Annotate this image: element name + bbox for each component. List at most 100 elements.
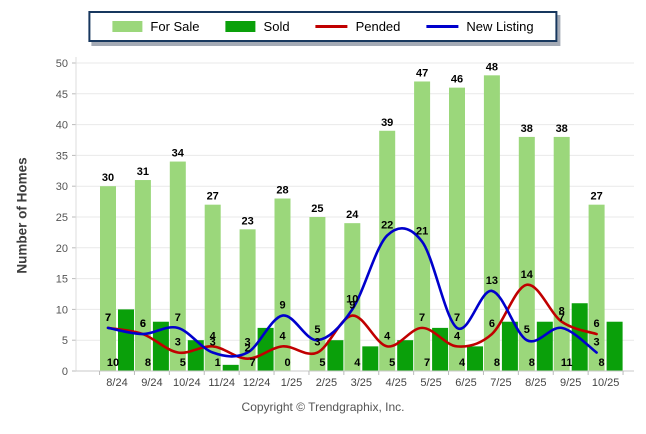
bar-sold bbox=[467, 346, 483, 371]
new-listing-value-label: 7 bbox=[559, 312, 565, 324]
new-listing-value-label: 6 bbox=[140, 318, 146, 330]
y-tick-label: 15 bbox=[56, 274, 68, 286]
x-tick-label: 7/25 bbox=[490, 377, 511, 389]
y-tick-label: 10 bbox=[56, 304, 68, 316]
x-tick-label: 6/25 bbox=[455, 377, 476, 389]
y-axis-title: Number of Homes bbox=[14, 157, 30, 274]
y-tick-label: 35 bbox=[56, 150, 68, 162]
new-listing-value-label: 3 bbox=[210, 337, 216, 349]
sold-value-label: 8 bbox=[529, 357, 535, 369]
pended-value-label: 3 bbox=[175, 337, 181, 349]
pended-line bbox=[106, 283, 598, 360]
sold-value-label: 4 bbox=[459, 357, 466, 369]
y-tick-label: 30 bbox=[56, 181, 68, 193]
bar-for-sale bbox=[414, 81, 431, 371]
bar-sold bbox=[152, 321, 169, 371]
new-listing-value-label: 5 bbox=[314, 324, 320, 336]
bar-for-sale bbox=[449, 87, 465, 371]
y-tick-label: 40 bbox=[56, 120, 68, 132]
x-tick-label: 12/24 bbox=[243, 377, 271, 389]
for-sale-value-label: 48 bbox=[486, 61, 498, 73]
for-sale-value-label: 38 bbox=[556, 123, 568, 135]
sold-value-label: 5 bbox=[180, 357, 186, 369]
legend-label: Pended bbox=[355, 19, 401, 34]
legend-label: For Sale bbox=[150, 19, 200, 34]
new-listing-value-label: 3 bbox=[594, 337, 600, 349]
pended-value-label: 7 bbox=[419, 312, 425, 324]
x-tick-label: 8/24 bbox=[106, 377, 127, 389]
new-listing-value-label: 7 bbox=[454, 312, 460, 324]
x-tick-label: 3/25 bbox=[351, 377, 372, 389]
pended-value-label: 9 bbox=[349, 300, 355, 312]
new-listing-value-label: 10 bbox=[346, 293, 358, 305]
bar-sold bbox=[222, 364, 239, 371]
y-tick-label: 5 bbox=[62, 335, 68, 347]
x-tick-label: 10/24 bbox=[173, 377, 201, 389]
for-sale-value-label: 34 bbox=[172, 148, 185, 160]
sold-value-label: 8 bbox=[145, 357, 151, 369]
sold-value-label: 5 bbox=[319, 357, 325, 369]
bar-sold bbox=[397, 340, 414, 371]
y-tick-label: 20 bbox=[56, 243, 68, 255]
new-listing-value-label: 13 bbox=[486, 275, 498, 287]
bar-for-sale bbox=[588, 204, 605, 371]
for-sale-value-label: 27 bbox=[590, 191, 602, 203]
y-tick-label: 0 bbox=[62, 366, 68, 378]
new-listing-value-label: 21 bbox=[416, 226, 428, 238]
pended-value-label: 4 bbox=[384, 330, 391, 342]
legend: For Sale Sold Pended New Listing bbox=[88, 11, 558, 42]
for-sale-value-label: 25 bbox=[311, 203, 323, 215]
for-sale-value-label: 47 bbox=[416, 67, 428, 79]
sold-value-label: 7 bbox=[424, 357, 430, 369]
sold-value-label: 7 bbox=[250, 357, 256, 369]
pended-swatch-icon bbox=[315, 25, 348, 28]
pended-value-label: 6 bbox=[140, 318, 146, 330]
bar-for-sale bbox=[344, 223, 361, 371]
x-tick-label: 10/25 bbox=[592, 377, 620, 389]
sold-value-label: 5 bbox=[389, 357, 395, 369]
sold-value-label: 8 bbox=[494, 357, 500, 369]
new-listing-value-label: 3 bbox=[245, 337, 251, 349]
new-listing-value-label: 22 bbox=[381, 219, 393, 231]
bar-sold bbox=[606, 321, 623, 371]
pended-value-label: 7 bbox=[105, 312, 111, 324]
for-sale-swatch-icon bbox=[112, 21, 143, 32]
new-listing-value-label: 7 bbox=[175, 312, 181, 324]
copyright-text: Copyright © Trendgraphix, Inc. bbox=[241, 400, 405, 414]
pended-value-label: 3 bbox=[314, 337, 320, 349]
new-listing-value-label: 5 bbox=[524, 324, 530, 336]
bar-for-sale bbox=[204, 204, 221, 371]
for-sale-value-label: 28 bbox=[276, 185, 288, 197]
pended-value-label: 4 bbox=[279, 330, 286, 342]
for-sale-value-label: 46 bbox=[451, 74, 463, 86]
x-tick-label: 9/24 bbox=[141, 377, 162, 389]
for-sale-value-label: 30 bbox=[102, 172, 114, 184]
legend-item-pended: Pended bbox=[315, 19, 401, 34]
pended-value-label: 4 bbox=[210, 330, 217, 342]
y-tick-label: 45 bbox=[56, 89, 68, 101]
legend-item-sold: Sold bbox=[225, 19, 290, 34]
sold-value-label: 0 bbox=[284, 357, 290, 369]
bar-for-sale bbox=[169, 161, 186, 371]
bar-sold bbox=[536, 321, 553, 371]
bar-for-sale bbox=[553, 136, 570, 371]
sold-value-label: 4 bbox=[354, 357, 361, 369]
new-listing-line bbox=[106, 227, 598, 358]
pended-value-label: 14 bbox=[521, 269, 534, 281]
bar-sold bbox=[327, 340, 344, 371]
bar-for-sale bbox=[100, 186, 116, 371]
x-tick-label: 5/25 bbox=[420, 377, 441, 389]
bar-for-sale bbox=[483, 75, 500, 371]
y-tick-label: 25 bbox=[56, 212, 68, 224]
for-sale-value-label: 23 bbox=[241, 215, 253, 227]
sold-swatch-icon bbox=[225, 21, 256, 32]
sold-value-label: 10 bbox=[107, 357, 119, 369]
bar-sold bbox=[501, 321, 518, 371]
new-listing-swatch-icon bbox=[426, 25, 459, 28]
for-sale-value-label: 24 bbox=[346, 209, 359, 221]
sold-value-label: 8 bbox=[599, 357, 605, 369]
pended-value-label: 6 bbox=[489, 318, 495, 330]
new-listing-value-label: 9 bbox=[279, 300, 285, 312]
x-tick-label: 4/25 bbox=[385, 377, 406, 389]
